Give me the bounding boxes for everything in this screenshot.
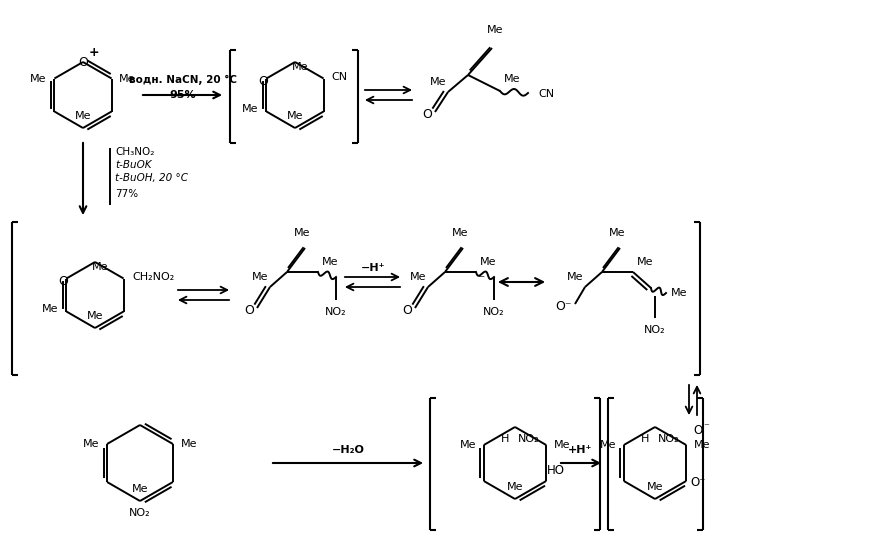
Text: Me: Me — [452, 228, 468, 238]
Text: O: O — [422, 109, 432, 121]
Text: Me: Me — [694, 440, 710, 450]
Text: Me: Me — [242, 104, 259, 115]
Text: CH₃NO₂: CH₃NO₂ — [115, 147, 154, 157]
Text: Me: Me — [460, 440, 476, 450]
Text: водн. NaCN, 20 °C: водн. NaCN, 20 °C — [129, 75, 237, 85]
Text: NO₂: NO₂ — [325, 307, 346, 317]
Text: Me: Me — [637, 257, 653, 267]
Text: Me: Me — [609, 228, 625, 238]
Text: −H⁺: −H⁺ — [360, 263, 385, 273]
Text: Me: Me — [480, 257, 496, 267]
Text: Me: Me — [92, 262, 108, 272]
Text: O: O — [59, 275, 68, 288]
Text: O: O — [694, 424, 702, 438]
Text: Me: Me — [119, 74, 136, 83]
Text: CN: CN — [538, 89, 554, 99]
Text: 77%: 77% — [115, 189, 138, 199]
Text: ⁻: ⁻ — [477, 273, 485, 287]
Text: NO₂: NO₂ — [658, 434, 680, 444]
Text: Me: Me — [600, 440, 616, 450]
Text: ⁻: ⁻ — [703, 422, 709, 432]
Text: Me: Me — [503, 74, 520, 84]
Text: Me: Me — [287, 111, 303, 121]
Text: H: H — [501, 434, 510, 444]
Text: NO₂: NO₂ — [129, 508, 151, 518]
Text: Me: Me — [82, 439, 99, 449]
Text: Me: Me — [430, 77, 446, 87]
Text: Me: Me — [294, 228, 310, 238]
Text: HO: HO — [547, 464, 565, 478]
Text: Me: Me — [410, 272, 426, 282]
Text: CH₂NO₂: CH₂NO₂ — [132, 272, 175, 282]
Text: Me: Me — [181, 439, 197, 449]
Text: NO₂: NO₂ — [483, 307, 505, 317]
Text: O: O — [244, 305, 254, 317]
Text: −H₂O: −H₂O — [332, 445, 365, 455]
Text: Me: Me — [87, 311, 103, 321]
Text: CN: CN — [332, 71, 347, 81]
Text: O: O — [259, 75, 268, 88]
Text: Me: Me — [322, 257, 339, 267]
Text: Me: Me — [132, 484, 148, 494]
Text: +: + — [89, 46, 99, 59]
Text: Me: Me — [554, 440, 570, 450]
Text: Me: Me — [567, 272, 583, 282]
Text: Me: Me — [671, 288, 688, 298]
Text: Me: Me — [646, 482, 663, 492]
Text: O⁻: O⁻ — [690, 477, 706, 490]
Text: Me: Me — [292, 62, 308, 72]
Text: Me: Me — [252, 272, 268, 282]
Text: Me: Me — [507, 482, 524, 492]
Text: +H⁺: +H⁺ — [567, 445, 592, 455]
Text: NO₂: NO₂ — [645, 325, 666, 335]
Text: O: O — [402, 305, 412, 317]
Text: t-BuOK: t-BuOK — [115, 160, 152, 170]
Text: NO₂: NO₂ — [518, 434, 540, 444]
Text: Me: Me — [30, 74, 46, 83]
Text: H: H — [641, 434, 649, 444]
Text: O: O — [78, 57, 88, 70]
Text: Me: Me — [75, 111, 91, 121]
Text: Me: Me — [42, 305, 59, 315]
Text: O⁻: O⁻ — [555, 300, 571, 313]
Text: 95%: 95% — [169, 90, 196, 100]
Text: t-BuOH, 20 °C: t-BuOH, 20 °C — [115, 173, 188, 183]
Text: Me: Me — [487, 25, 503, 35]
